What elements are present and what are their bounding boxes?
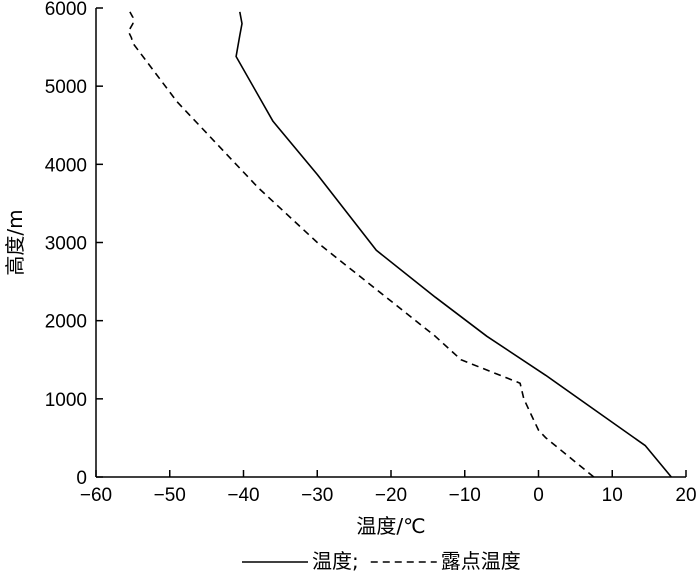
x-tick-label: −30 (301, 485, 333, 506)
legend-dewpoint-label: 露点温度 (441, 549, 521, 573)
legend-temperature-label: 温度; (312, 549, 359, 573)
temperature-line (235, 11, 672, 478)
y-tick-label: 4000 (45, 155, 87, 176)
x-tick-label: 0 (533, 485, 544, 506)
x-tick-label: −60 (80, 485, 112, 506)
x-axis-title: 温度/℃ (356, 514, 425, 538)
y-axis-title: 高度/m (3, 209, 27, 275)
legend: 温度; 露点温度 (242, 549, 521, 573)
dewpoint-line (127, 11, 595, 478)
x-tick-label: −40 (227, 485, 259, 506)
x-tick-label: 10 (602, 485, 623, 506)
y-tick-label: 0 (76, 468, 87, 489)
y-tick-label: 2000 (45, 312, 87, 333)
series-layer (127, 11, 672, 478)
x-tick-label: −50 (154, 485, 186, 506)
y-tick-label: 6000 (45, 0, 87, 20)
y-tick-label: 3000 (45, 234, 87, 255)
x-tick-label: −20 (375, 485, 407, 506)
axes: −60 −50 −40 −30 −20 −10 0 10 20 0 1000 2000 3000 4000… (45, 0, 697, 506)
x-tick-label: −10 (449, 485, 481, 506)
y-tick-label: 1000 (45, 390, 87, 411)
x-tick-label: 20 (675, 485, 696, 506)
y-tick-label: 5000 (45, 77, 87, 98)
